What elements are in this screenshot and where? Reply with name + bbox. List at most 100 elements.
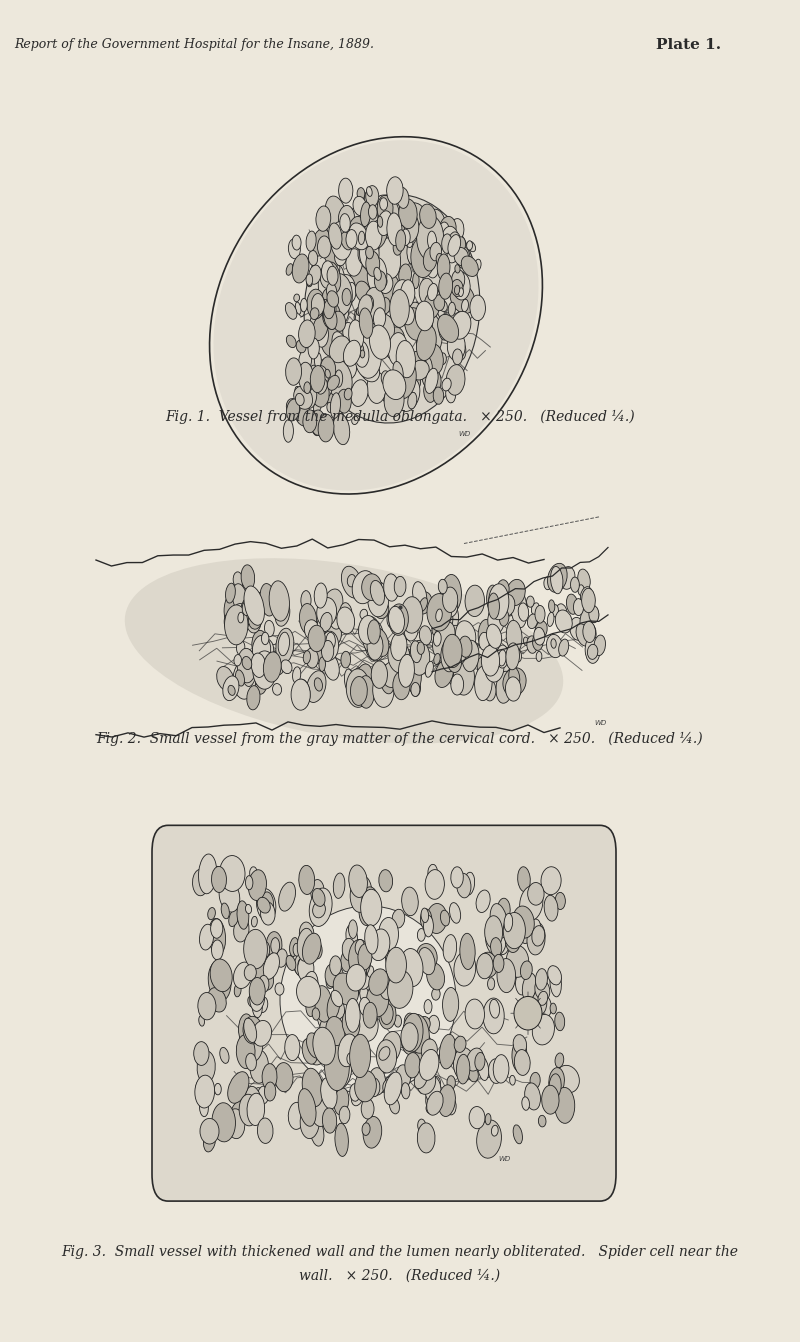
Ellipse shape <box>302 1068 323 1107</box>
Ellipse shape <box>228 1072 249 1103</box>
Ellipse shape <box>337 1016 354 1043</box>
Ellipse shape <box>301 298 307 311</box>
Ellipse shape <box>457 1055 470 1084</box>
Ellipse shape <box>326 217 338 236</box>
Ellipse shape <box>458 636 472 658</box>
Ellipse shape <box>330 1052 352 1090</box>
Ellipse shape <box>233 572 243 588</box>
Ellipse shape <box>348 216 365 243</box>
Ellipse shape <box>336 275 355 306</box>
Ellipse shape <box>378 211 392 236</box>
Ellipse shape <box>538 992 548 1005</box>
Ellipse shape <box>195 1075 214 1108</box>
Ellipse shape <box>382 385 392 403</box>
Ellipse shape <box>585 636 600 663</box>
Ellipse shape <box>342 1009 360 1039</box>
Ellipse shape <box>534 993 551 1019</box>
Ellipse shape <box>361 285 368 295</box>
Ellipse shape <box>310 411 325 435</box>
Ellipse shape <box>327 621 342 646</box>
Ellipse shape <box>542 1086 559 1114</box>
Ellipse shape <box>504 972 511 984</box>
Ellipse shape <box>510 1075 515 1086</box>
Ellipse shape <box>467 242 475 252</box>
Ellipse shape <box>390 290 410 327</box>
Ellipse shape <box>298 956 314 982</box>
Ellipse shape <box>310 307 330 334</box>
Ellipse shape <box>501 595 515 616</box>
Ellipse shape <box>450 903 461 923</box>
Ellipse shape <box>270 655 284 675</box>
Ellipse shape <box>556 1066 579 1092</box>
Ellipse shape <box>532 990 546 1015</box>
Ellipse shape <box>379 870 393 892</box>
Ellipse shape <box>238 612 244 623</box>
Ellipse shape <box>438 590 458 617</box>
Ellipse shape <box>382 662 402 687</box>
Ellipse shape <box>532 1015 554 1045</box>
Ellipse shape <box>362 212 370 224</box>
Ellipse shape <box>441 637 458 672</box>
Ellipse shape <box>243 1016 262 1044</box>
Ellipse shape <box>386 248 394 262</box>
Ellipse shape <box>363 360 374 381</box>
Ellipse shape <box>530 919 541 933</box>
Ellipse shape <box>546 635 562 658</box>
Ellipse shape <box>554 1087 574 1123</box>
Ellipse shape <box>245 608 254 624</box>
Ellipse shape <box>494 954 504 973</box>
Ellipse shape <box>337 607 354 633</box>
Ellipse shape <box>576 624 590 646</box>
Ellipse shape <box>570 617 585 640</box>
Ellipse shape <box>449 232 461 252</box>
Ellipse shape <box>326 632 335 650</box>
Ellipse shape <box>490 925 509 954</box>
Ellipse shape <box>358 295 373 319</box>
Ellipse shape <box>362 1123 370 1135</box>
Ellipse shape <box>194 1041 209 1066</box>
Ellipse shape <box>377 982 391 1009</box>
Ellipse shape <box>314 582 327 608</box>
Ellipse shape <box>509 667 520 688</box>
Ellipse shape <box>235 670 245 686</box>
Ellipse shape <box>422 1039 438 1062</box>
Ellipse shape <box>434 295 445 310</box>
Ellipse shape <box>491 1125 498 1137</box>
Ellipse shape <box>317 597 337 627</box>
Ellipse shape <box>301 590 311 611</box>
Ellipse shape <box>426 289 441 310</box>
Ellipse shape <box>263 647 271 659</box>
Ellipse shape <box>401 306 414 325</box>
Ellipse shape <box>460 933 475 969</box>
Ellipse shape <box>326 262 341 293</box>
Ellipse shape <box>358 675 374 709</box>
Ellipse shape <box>286 956 296 970</box>
Ellipse shape <box>587 644 598 659</box>
Ellipse shape <box>411 352 426 368</box>
Ellipse shape <box>438 605 453 631</box>
Ellipse shape <box>246 876 253 890</box>
Ellipse shape <box>512 1039 527 1071</box>
Ellipse shape <box>370 274 380 291</box>
Ellipse shape <box>258 976 269 993</box>
Ellipse shape <box>558 639 569 656</box>
Ellipse shape <box>490 938 502 957</box>
Ellipse shape <box>311 1096 330 1126</box>
Ellipse shape <box>447 652 462 672</box>
Ellipse shape <box>440 910 450 926</box>
Ellipse shape <box>286 263 293 275</box>
Ellipse shape <box>338 205 354 232</box>
Ellipse shape <box>426 662 434 678</box>
Ellipse shape <box>309 365 320 386</box>
Ellipse shape <box>354 1071 376 1102</box>
Ellipse shape <box>500 589 518 616</box>
Ellipse shape <box>478 1057 489 1080</box>
Ellipse shape <box>255 592 264 607</box>
Ellipse shape <box>400 212 419 243</box>
Ellipse shape <box>518 603 529 621</box>
Ellipse shape <box>244 930 267 969</box>
Ellipse shape <box>482 957 489 969</box>
Ellipse shape <box>454 1036 466 1052</box>
Ellipse shape <box>357 188 365 200</box>
Ellipse shape <box>315 368 333 399</box>
